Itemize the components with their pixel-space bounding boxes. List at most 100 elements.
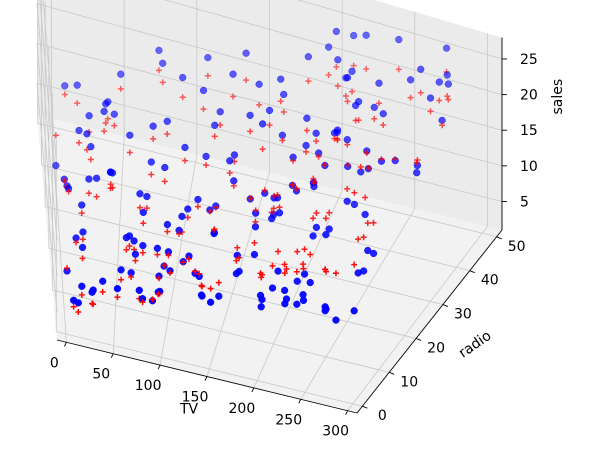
data-point-series-2 <box>310 215 317 222</box>
data-point-series-2 <box>444 93 451 100</box>
data-point-series-2 <box>184 214 191 221</box>
data-point-series-2 <box>258 274 265 281</box>
data-point-series-2 <box>126 149 133 156</box>
data-point-series-2 <box>276 204 283 211</box>
z-gridline <box>163 0 503 95</box>
y-tick-label: 40 <box>481 273 499 289</box>
data-point-series-1 <box>361 210 369 219</box>
data-point-series-2 <box>313 210 320 217</box>
data-point-series-2 <box>164 131 171 138</box>
data-point-series-2 <box>334 137 341 144</box>
data-point-series-2 <box>275 248 282 255</box>
data-point-series-2 <box>375 100 382 107</box>
data-point-series-1 <box>442 44 451 52</box>
z-gridline <box>36 3 503 131</box>
data-point-series-2 <box>85 190 92 197</box>
tick-labels: 0 50 100 150 200 250 300 0 10 20 30 40 50 5 10 15 20 25 <box>50 52 538 440</box>
data-point-series-1 <box>258 295 266 304</box>
data-point-series-2 <box>61 91 68 98</box>
data-point-series-2 <box>293 185 300 192</box>
data-point-series-2 <box>307 251 314 258</box>
data-point-series-2 <box>344 141 351 148</box>
data-point-series-2 <box>277 98 284 105</box>
data-point-series-1 <box>149 122 157 130</box>
data-point-series-1 <box>312 223 321 232</box>
data-point-series-2 <box>99 288 106 295</box>
data-point-series-2 <box>266 121 273 128</box>
data-point-series-1 <box>333 126 342 134</box>
z-tick-label: 5 <box>520 194 529 210</box>
data-point-series-1 <box>211 121 219 129</box>
data-point-series-1 <box>312 129 320 137</box>
data-point-series-1 <box>79 228 87 236</box>
data-point-series-2 <box>79 236 86 243</box>
z-tick-label: 10 <box>520 159 538 175</box>
x-tick-mark <box>298 399 302 404</box>
data-point-series-1 <box>348 67 356 75</box>
data-point-series-2 <box>371 115 378 122</box>
x-tick-label: 150 <box>182 390 209 406</box>
data-point-series-1 <box>300 270 309 278</box>
data-point-series-2 <box>290 157 297 164</box>
z-gridline <box>36 3 58 241</box>
z-tick-label: 15 <box>520 123 538 139</box>
data-point-series-2 <box>211 227 218 234</box>
data-point-series-2 <box>243 77 250 84</box>
data-point-series-2 <box>78 291 85 298</box>
data-point-series-2 <box>350 62 357 69</box>
data-point-series-2 <box>200 106 207 113</box>
y-gridline <box>56 331 363 407</box>
data-point-series-2 <box>176 230 183 237</box>
data-point-series-2 <box>167 269 174 276</box>
y-tick-mark <box>362 405 368 409</box>
data-point-series-2 <box>252 207 259 214</box>
data-point-series-2 <box>212 204 219 211</box>
data-point-series-2 <box>102 120 109 127</box>
data-point-series-1 <box>78 243 87 252</box>
data-point-series-2 <box>445 96 452 103</box>
data-point-series-1 <box>110 110 118 118</box>
data-point-series-2 <box>236 254 243 261</box>
data-point-series-1 <box>215 292 223 300</box>
data-point-series-1 <box>406 76 415 84</box>
data-point-series-2 <box>226 170 233 177</box>
data-point-series-2 <box>326 209 333 216</box>
data-point-series-1 <box>343 73 352 82</box>
data-point-series-1 <box>265 106 274 115</box>
data-point-series-1 <box>139 241 147 250</box>
data-point-series-1 <box>413 169 421 177</box>
data-point-series-2 <box>70 303 77 310</box>
data-point-series-1 <box>255 80 263 88</box>
data-point-series-2 <box>313 138 320 145</box>
data-point-series-2 <box>344 185 351 192</box>
data-point-series-1 <box>89 286 97 294</box>
data-point-series-1 <box>274 267 282 275</box>
data-point-series-1 <box>216 108 224 116</box>
data-point-series-2 <box>73 239 80 246</box>
data-point-series-2 <box>417 89 424 96</box>
data-point-series-2 <box>283 265 290 272</box>
y-gridline <box>52 289 390 373</box>
data-point-series-1 <box>343 197 351 205</box>
data-point-series-1 <box>131 250 140 258</box>
data-point-series-2 <box>407 94 414 101</box>
data-point-series-2 <box>310 180 317 187</box>
data-point-series-2 <box>61 177 68 184</box>
data-point-series-2 <box>140 220 147 227</box>
data-point-series-2 <box>247 128 254 135</box>
data-point-series-2 <box>143 205 150 212</box>
data-point-series-2 <box>180 259 187 266</box>
data-point-series-1 <box>73 81 81 89</box>
data-point-series-1 <box>303 114 311 122</box>
data-point-series-2 <box>164 228 171 235</box>
data-point-series-1 <box>206 298 215 306</box>
data-point-series-2 <box>52 132 59 139</box>
data-point-series-1 <box>130 237 138 245</box>
data-point-series-1 <box>153 244 162 252</box>
y-gridline <box>45 206 444 305</box>
data-point-series-2 <box>436 97 443 104</box>
data-point-series-1 <box>83 130 91 138</box>
data-point-series-2 <box>149 296 156 303</box>
data-point-series-2 <box>364 220 371 227</box>
x-tick-mark <box>110 353 114 358</box>
